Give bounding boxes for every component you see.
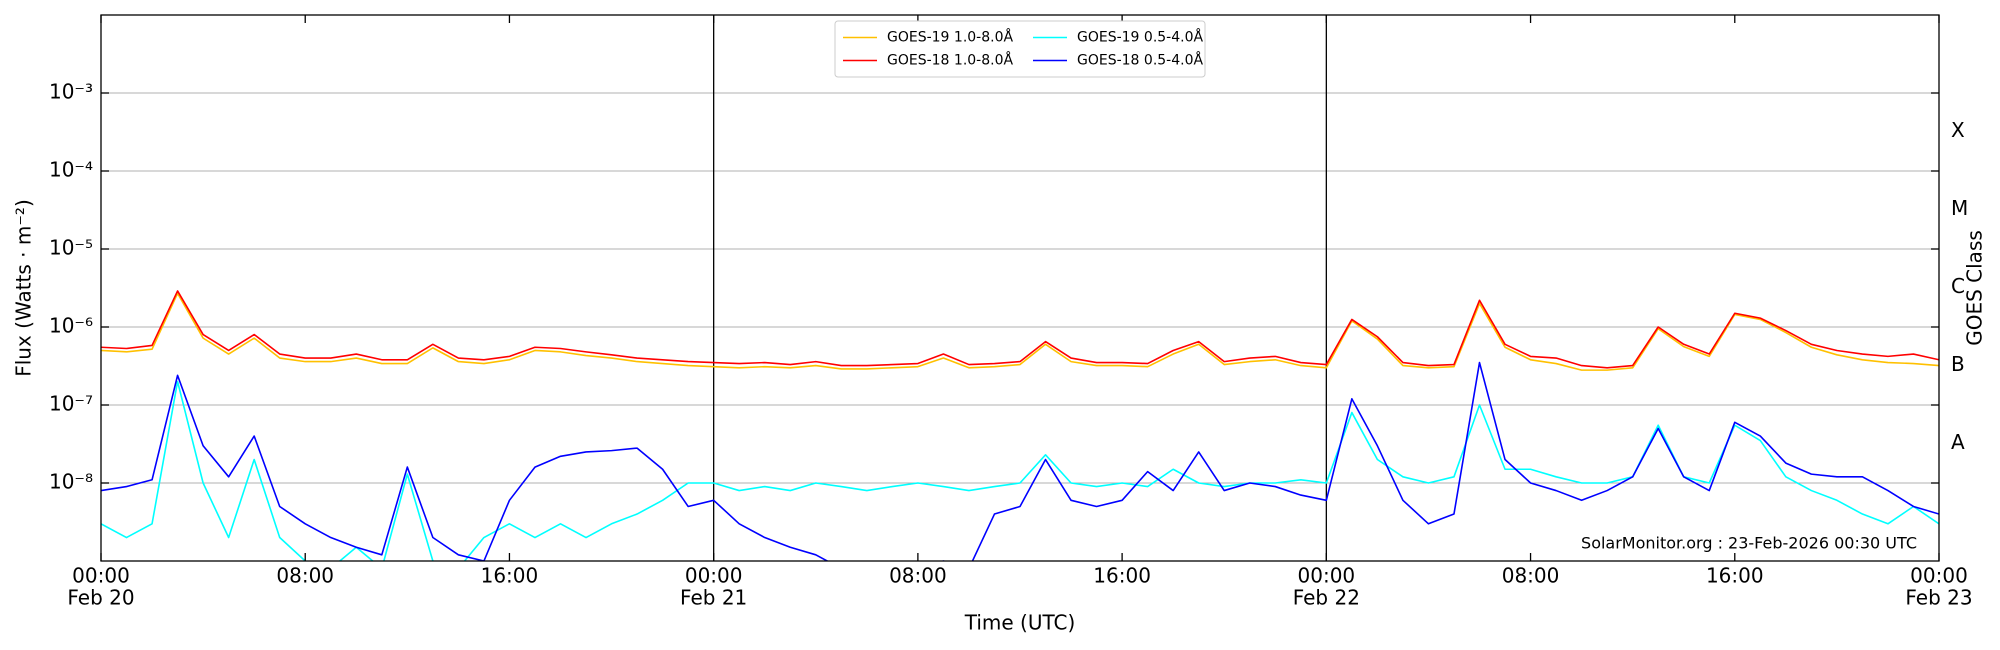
legend-label: GOES-19 0.5-4.0Å (1077, 29, 1203, 46)
y2-tick-label: A (1951, 430, 1965, 454)
x-tick-label: 08:00 (276, 564, 334, 588)
x-tick-label: Feb 23 (1905, 586, 1972, 610)
legend: GOES-19 1.0-8.0Å GOES-18 1.0-8.0Å GOES-19 … (834, 20, 1206, 78)
x-tick-label: Feb 20 (67, 586, 134, 610)
x-tick-label: 08:00 (889, 564, 947, 588)
x-tick-label: 00:00 (685, 564, 743, 588)
y-tick-label: 10⁻⁶ (49, 314, 93, 338)
plot-frame (100, 14, 1940, 562)
annotation: SolarMonitor.org : 23-Feb-2026 00:30 UTC (1581, 534, 1917, 553)
legend-box (834, 20, 1206, 78)
x-tick-label: 00:00 (1298, 564, 1356, 588)
y-tick-label: 10⁻³ (49, 80, 93, 104)
y-tick-label: 10⁻⁵ (49, 236, 93, 260)
x-tick-label: 00:00 (72, 564, 130, 588)
x-tick-label: Feb 21 (680, 586, 747, 610)
x-tick-label: 16:00 (1706, 564, 1764, 588)
legend-label: GOES-18 1.0-8.0Å (887, 52, 1013, 69)
y2-tick-label: C (1951, 274, 1965, 298)
x-tick-label: 08:00 (1502, 564, 1560, 588)
x-tick-label: 00:00 (1910, 564, 1968, 588)
y-tick-label: 10⁻⁷ (49, 392, 93, 416)
legend-label: GOES-19 1.0-8.0Å (887, 29, 1013, 46)
series-line (101, 361, 1939, 561)
series-line (101, 292, 1939, 371)
x-tick-label: 16:00 (1093, 564, 1151, 588)
grid (101, 15, 1939, 561)
legend-label: GOES-18 0.5-4.0Å (1077, 52, 1203, 69)
series-line (101, 290, 1939, 369)
y2-tick-label: X (1951, 118, 1965, 142)
y2-tick-label: M (1951, 196, 1968, 220)
x-tick-label: 16:00 (481, 564, 539, 588)
x-tick-label: Feb 22 (1293, 586, 1360, 610)
plot-lines (101, 290, 1939, 561)
y-axis-label: Flux (Watts · m⁻²) (12, 199, 36, 377)
y2-axis-label: GOES Class (1963, 230, 1987, 346)
y2-tick-label: B (1951, 352, 1965, 376)
y-tick-label: 10⁻⁴ (49, 158, 93, 182)
x-axis-label: Time (UTC) (964, 611, 1076, 635)
y-tick-label: 10⁻⁸ (49, 470, 93, 494)
